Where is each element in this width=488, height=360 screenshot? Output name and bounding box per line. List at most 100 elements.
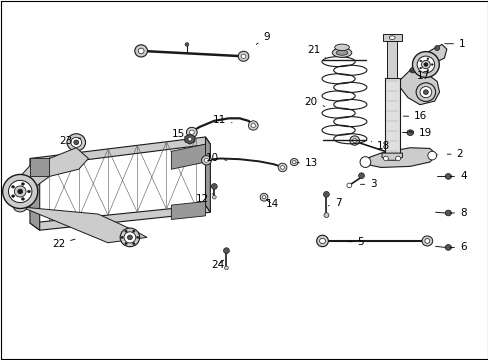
Ellipse shape <box>71 137 81 147</box>
Polygon shape <box>20 207 147 243</box>
Ellipse shape <box>434 45 439 50</box>
Ellipse shape <box>201 156 211 165</box>
Ellipse shape <box>21 198 24 200</box>
Text: 16: 16 <box>403 111 427 121</box>
Ellipse shape <box>204 158 208 162</box>
Text: 22: 22 <box>52 239 75 249</box>
Ellipse shape <box>280 166 284 169</box>
Text: 24: 24 <box>210 260 224 270</box>
Ellipse shape <box>349 136 359 145</box>
Ellipse shape <box>8 180 32 203</box>
Ellipse shape <box>334 44 348 50</box>
Ellipse shape <box>248 121 258 130</box>
Ellipse shape <box>224 266 228 270</box>
Ellipse shape <box>388 36 394 40</box>
Ellipse shape <box>419 87 431 98</box>
Ellipse shape <box>186 127 197 137</box>
Ellipse shape <box>358 173 364 179</box>
Ellipse shape <box>444 174 450 179</box>
Ellipse shape <box>262 195 265 199</box>
Text: 21: 21 <box>306 45 325 57</box>
Ellipse shape <box>260 193 267 201</box>
Text: 17: 17 <box>409 71 429 81</box>
Ellipse shape <box>423 63 427 66</box>
Bar <box>382 35 401 41</box>
Ellipse shape <box>430 64 432 66</box>
Text: 10: 10 <box>205 153 226 163</box>
Ellipse shape <box>132 243 135 245</box>
Polygon shape <box>30 158 49 176</box>
Ellipse shape <box>132 230 135 232</box>
Ellipse shape <box>14 186 26 197</box>
Polygon shape <box>30 158 40 230</box>
Ellipse shape <box>74 140 79 145</box>
Text: 5: 5 <box>347 237 364 247</box>
Ellipse shape <box>383 156 387 161</box>
Ellipse shape <box>423 90 427 94</box>
Ellipse shape <box>359 157 370 167</box>
Ellipse shape <box>21 183 24 185</box>
Ellipse shape <box>409 68 415 73</box>
Ellipse shape <box>12 186 15 188</box>
Text: 13: 13 <box>296 158 318 168</box>
Polygon shape <box>171 202 205 220</box>
Ellipse shape <box>127 235 132 240</box>
Ellipse shape <box>138 48 144 54</box>
Polygon shape <box>184 134 195 144</box>
Ellipse shape <box>323 192 329 197</box>
Ellipse shape <box>416 56 434 73</box>
Ellipse shape <box>444 244 450 250</box>
Ellipse shape <box>124 230 127 232</box>
Ellipse shape <box>12 195 15 197</box>
Ellipse shape <box>319 238 325 244</box>
Ellipse shape <box>124 232 136 243</box>
Ellipse shape <box>426 58 428 60</box>
Ellipse shape <box>421 60 429 69</box>
Text: 15: 15 <box>171 129 187 139</box>
Text: 2: 2 <box>447 149 462 159</box>
Ellipse shape <box>419 60 421 62</box>
Ellipse shape <box>415 83 435 102</box>
Ellipse shape <box>136 236 139 238</box>
Ellipse shape <box>406 130 413 135</box>
Ellipse shape <box>444 210 450 216</box>
Ellipse shape <box>426 69 428 71</box>
Ellipse shape <box>419 67 421 69</box>
Bar <box>384 78 399 153</box>
Ellipse shape <box>120 228 140 247</box>
Ellipse shape <box>212 195 216 199</box>
Polygon shape <box>399 44 446 105</box>
Text: 12: 12 <box>196 194 213 204</box>
Ellipse shape <box>395 156 400 161</box>
Text: 14: 14 <box>265 199 279 210</box>
Text: 20: 20 <box>304 97 324 107</box>
Polygon shape <box>171 144 205 169</box>
Ellipse shape <box>292 161 295 164</box>
Ellipse shape <box>250 123 255 127</box>
Ellipse shape <box>223 248 229 253</box>
Ellipse shape <box>427 151 436 160</box>
Ellipse shape <box>67 134 85 151</box>
Ellipse shape <box>27 190 30 193</box>
Text: 3: 3 <box>360 179 376 189</box>
Ellipse shape <box>135 45 147 57</box>
Text: 1: 1 <box>444 39 465 49</box>
Ellipse shape <box>421 236 432 246</box>
Ellipse shape <box>290 158 298 166</box>
Ellipse shape <box>316 235 328 247</box>
Ellipse shape <box>331 48 351 57</box>
Ellipse shape <box>124 243 127 245</box>
Polygon shape <box>18 148 88 191</box>
Ellipse shape <box>278 163 286 172</box>
Ellipse shape <box>352 139 356 143</box>
Text: 11: 11 <box>212 115 232 125</box>
Text: 6: 6 <box>449 242 466 252</box>
Text: 8: 8 <box>449 208 466 218</box>
Ellipse shape <box>424 239 429 243</box>
Ellipse shape <box>16 202 24 209</box>
Ellipse shape <box>241 54 245 58</box>
Ellipse shape <box>2 175 38 208</box>
Ellipse shape <box>187 137 191 141</box>
Ellipse shape <box>324 213 328 217</box>
Ellipse shape <box>13 198 27 212</box>
